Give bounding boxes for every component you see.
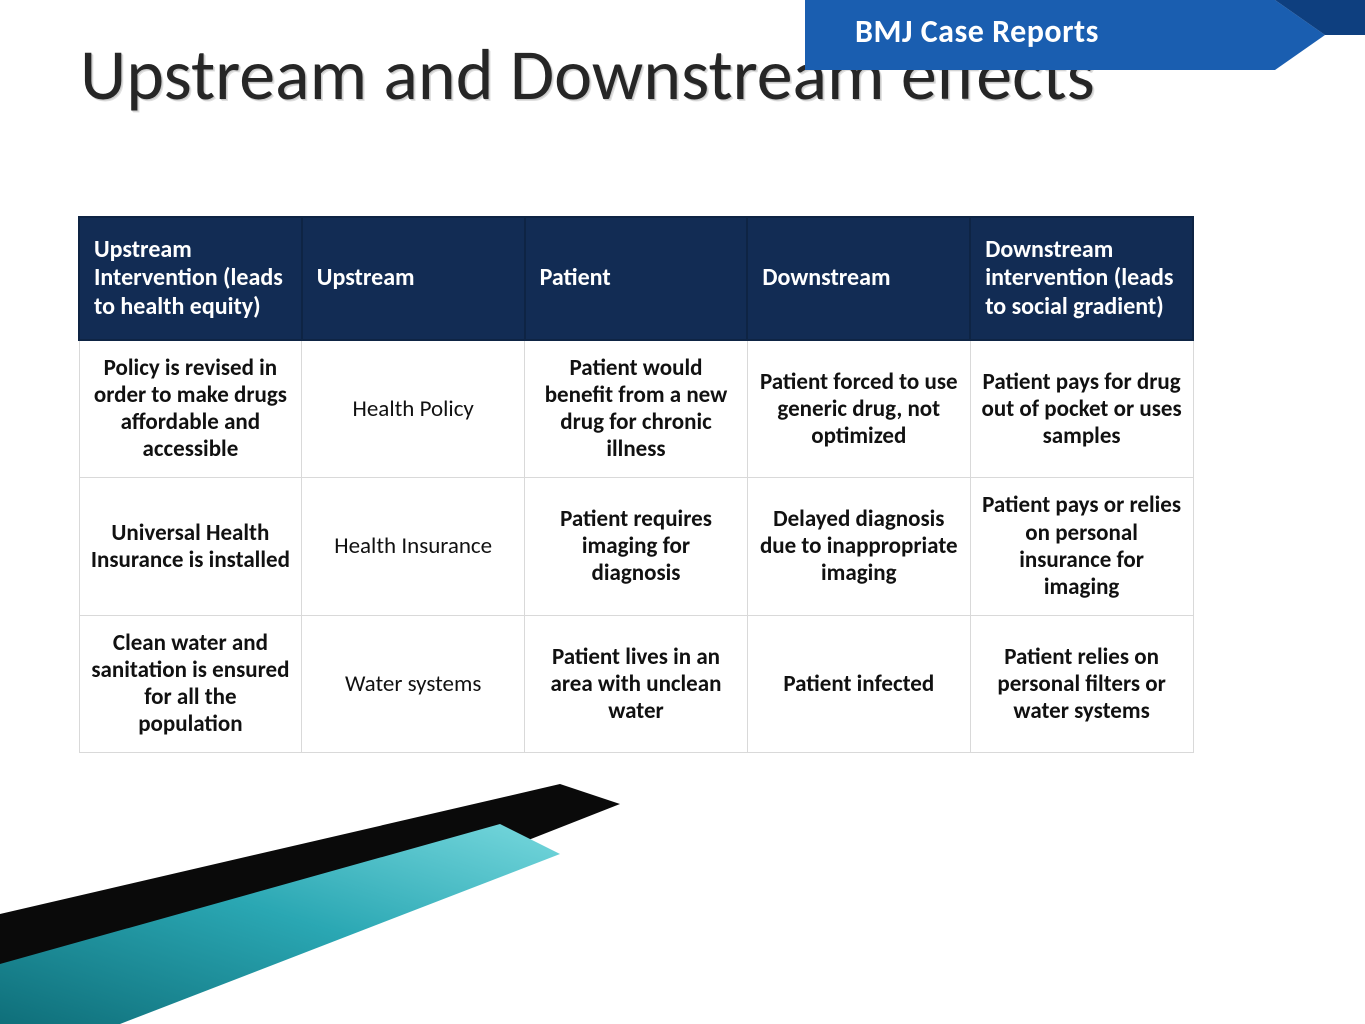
col-patient: Patient bbox=[525, 217, 748, 340]
cell: Patient relies on personal filters or wa… bbox=[970, 615, 1193, 753]
cell: Patient would benefit from a new drug fo… bbox=[525, 340, 748, 478]
cell: Clean water and sanitation is ensured fo… bbox=[79, 615, 302, 753]
col-upstream-intervention: Upstream Intervention (leads to health e… bbox=[79, 217, 302, 340]
effects-table: Upstream Intervention (leads to health e… bbox=[78, 216, 1194, 753]
cell: Policy is revised in order to make drugs… bbox=[79, 340, 302, 478]
effects-table-wrap: Upstream Intervention (leads to health e… bbox=[78, 216, 1194, 753]
col-downstream-intervention: Downstream intervention (leads to social… bbox=[970, 217, 1193, 340]
table-header-row: Upstream Intervention (leads to health e… bbox=[79, 217, 1193, 340]
bmj-banner-label: BMJ Case Reports bbox=[855, 12, 1099, 51]
bmj-banner: BMJ Case Reports bbox=[805, 0, 1365, 70]
table-row: Clean water and sanitation is ensured fo… bbox=[79, 615, 1193, 753]
col-downstream: Downstream bbox=[747, 217, 970, 340]
cell: Universal Health Insurance is installed bbox=[79, 478, 302, 616]
cell: Patient lives in an area with unclean wa… bbox=[525, 615, 748, 753]
cell: Delayed diagnosis due to inappropriate i… bbox=[747, 478, 970, 616]
table-row: Universal Health Insurance is installed … bbox=[79, 478, 1193, 616]
cell: Patient pays for drug out of pocket or u… bbox=[970, 340, 1193, 478]
cell: Patient infected bbox=[747, 615, 970, 753]
cell: Health Policy bbox=[302, 340, 525, 478]
cell: Patient requires imaging for diagnosis bbox=[525, 478, 748, 616]
cell: Patient forced to use generic drug, not … bbox=[747, 340, 970, 478]
col-upstream: Upstream bbox=[302, 217, 525, 340]
cell: Patient pays or relies on personal insur… bbox=[970, 478, 1193, 616]
cell: Water systems bbox=[302, 615, 525, 753]
cell: Health Insurance bbox=[302, 478, 525, 616]
table-row: Policy is revised in order to make drugs… bbox=[79, 340, 1193, 478]
corner-decoration bbox=[0, 764, 700, 1024]
